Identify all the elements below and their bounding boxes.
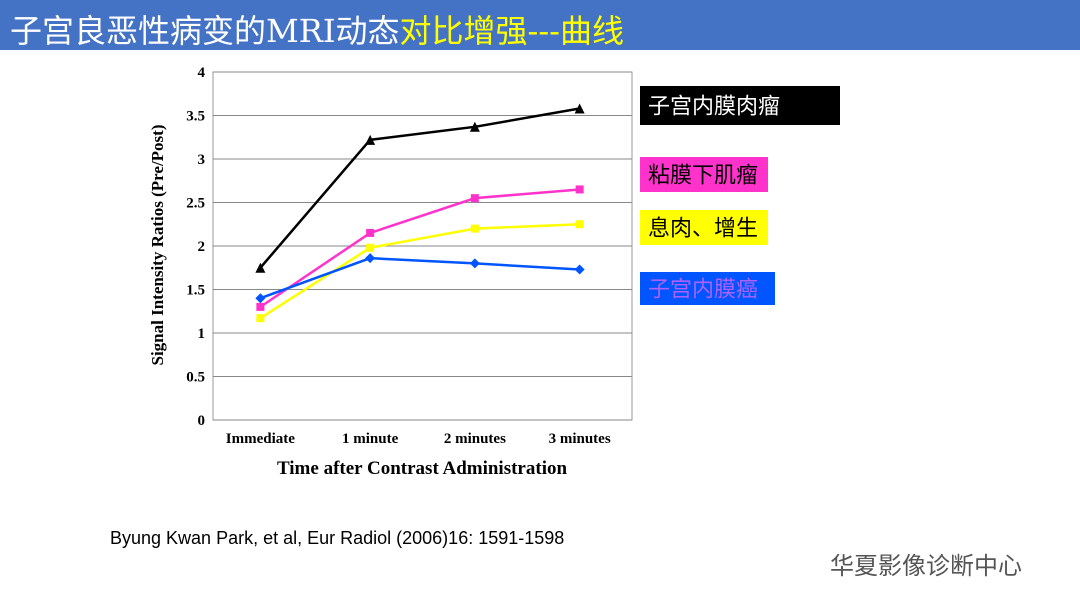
point bbox=[470, 194, 479, 203]
series-line bbox=[259, 107, 580, 269]
point bbox=[366, 243, 375, 252]
y-tick-label: 0 bbox=[198, 413, 206, 429]
legend-swatch bbox=[640, 157, 768, 192]
legend-swatch bbox=[640, 210, 768, 245]
point bbox=[574, 264, 585, 275]
point bbox=[256, 302, 265, 311]
legend-label: 子宫内膜肉瘤 bbox=[648, 94, 780, 119]
legend-label: 息肉、增生 bbox=[648, 216, 758, 241]
point bbox=[574, 103, 585, 114]
point bbox=[255, 262, 266, 273]
point bbox=[366, 228, 375, 237]
title-highlight: 对比增强---曲线 bbox=[399, 12, 624, 50]
point bbox=[470, 224, 479, 233]
legend-label: 粘膜下肌瘤 bbox=[648, 163, 758, 188]
series-line bbox=[259, 188, 580, 308]
legend-label: 子宫内膜癌 bbox=[648, 277, 758, 302]
series-line bbox=[259, 223, 580, 320]
title-main: 子宫良恶性病变的MRI动态 bbox=[10, 12, 400, 50]
point bbox=[256, 314, 265, 323]
x-tick-label: Immediate bbox=[226, 431, 295, 447]
y-tick-label: 4 bbox=[198, 65, 206, 81]
point bbox=[575, 220, 584, 229]
legend-swatch bbox=[640, 272, 775, 305]
y-tick-label: 3.5 bbox=[186, 109, 205, 125]
y-tick-label: 2.5 bbox=[186, 196, 205, 212]
legend-swatch bbox=[640, 86, 840, 125]
y-tick-label: 2 bbox=[198, 239, 206, 255]
series-line bbox=[259, 256, 580, 300]
x-tick-label: 1 minute bbox=[342, 431, 399, 447]
watermark: 华夏影像诊断中心 bbox=[830, 552, 1022, 580]
y-tick-label: 3 bbox=[198, 152, 206, 168]
x-tick-label: 2 minutes bbox=[444, 431, 506, 447]
point bbox=[575, 185, 584, 194]
slide-title: 子宫良恶性病变的MRI动态对比增强---曲线 bbox=[10, 6, 624, 52]
point bbox=[365, 253, 376, 264]
y-axis-label: Signal Intensity Ratios (Pre/Post) bbox=[148, 125, 167, 366]
point bbox=[469, 258, 480, 269]
header-bar bbox=[0, 0, 1080, 50]
point bbox=[255, 293, 266, 304]
y-tick-label: 1.5 bbox=[186, 283, 205, 299]
y-tick-label: 1 bbox=[198, 326, 206, 342]
point bbox=[469, 121, 480, 132]
citation: Byung Kwan Park, et al, Eur Radiol (2006… bbox=[110, 528, 565, 548]
point bbox=[365, 134, 376, 145]
x-axis-label: Time after Contrast Administration bbox=[277, 458, 568, 479]
x-tick-label: 3 minutes bbox=[549, 431, 611, 447]
y-tick-label: 0.5 bbox=[186, 370, 205, 386]
